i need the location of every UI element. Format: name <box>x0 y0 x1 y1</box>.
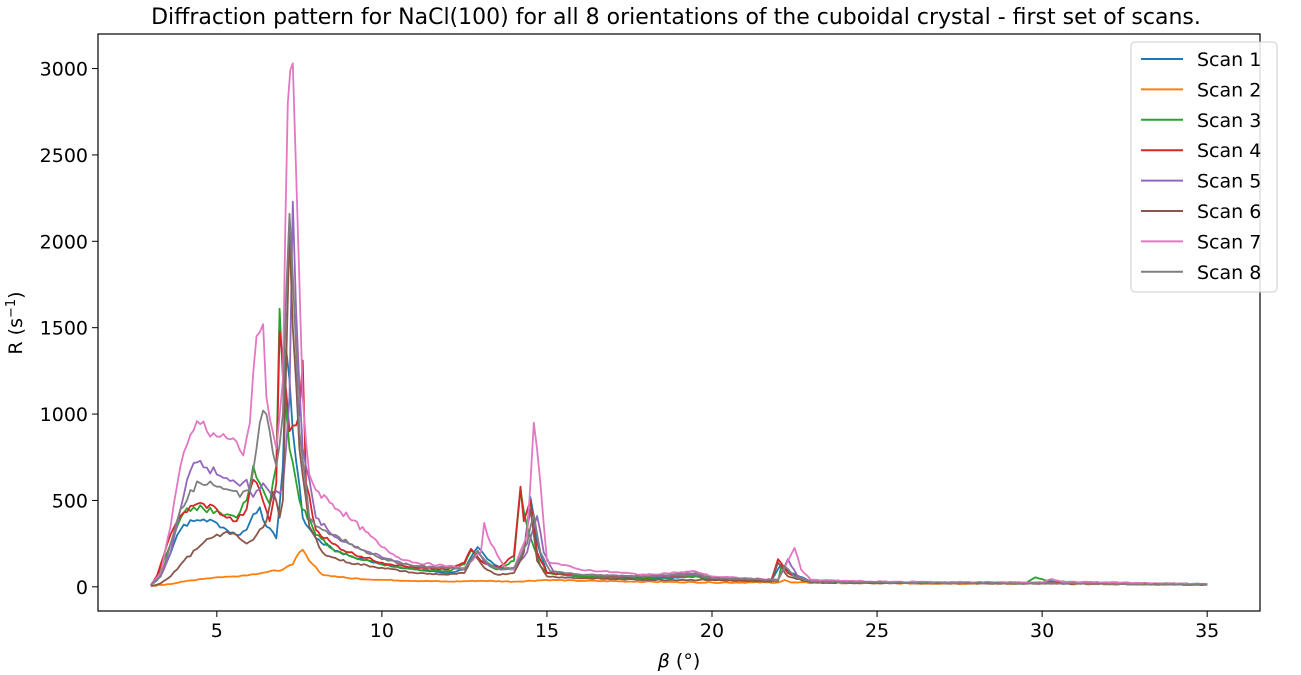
x-tick-label: 15 <box>535 620 559 642</box>
y-tick-label: 0 <box>76 577 88 599</box>
y-tick-label: 3000 <box>40 59 88 81</box>
y-tick-label: 500 <box>52 490 88 512</box>
y-axis: 0 500 1000 1500 2000 2500 3000 <box>40 59 98 599</box>
y-tick-label: 1000 <box>40 404 88 426</box>
legend-label: Scan 3 <box>1197 110 1261 132</box>
series-layer <box>150 62 1208 587</box>
y-tick-label: 1500 <box>40 318 88 340</box>
series-line-scan-7 <box>150 62 1208 586</box>
x-tick-label: 10 <box>370 620 394 642</box>
y-axis-label-sup: −1 <box>4 299 19 318</box>
legend-label: Scan 6 <box>1197 201 1261 223</box>
legend-label: Scan 5 <box>1197 171 1261 193</box>
plot-frame <box>97 33 1261 612</box>
legend-label: Scan 7 <box>1197 231 1261 253</box>
chart-title: Diffraction pattern for NaCl(100) for al… <box>151 5 1201 30</box>
x-tick-label: 30 <box>1030 620 1054 642</box>
legend-label: Scan 8 <box>1197 262 1261 284</box>
legend: Scan 1 Scan 2 Scan 3 Scan 4 Scan 5 Scan 6 Scan… <box>1130 41 1278 293</box>
y-axis-label-close: ) <box>5 291 27 298</box>
y-axis-label: R (s−1) <box>4 291 27 354</box>
legend-label: Scan 4 <box>1197 140 1261 162</box>
legend-box <box>1130 41 1278 293</box>
x-tick-label: 35 <box>1195 620 1219 642</box>
x-axis: 5 10 15 20 25 30 35 <box>211 611 1219 642</box>
y-tick-label: 2500 <box>40 145 88 167</box>
y-tick-label: 2000 <box>40 231 88 253</box>
series-line-scan-3 <box>150 307 1208 586</box>
x-axis-label-symbol: β <box>657 650 670 672</box>
series-line-scan-8 <box>150 212 1208 586</box>
series-line-scan-6 <box>150 231 1208 587</box>
y-axis-label-base: R (s <box>5 318 27 355</box>
x-axis-label: β (°) <box>657 650 701 672</box>
series-line-scan-4 <box>150 330 1208 586</box>
legend-label: Scan 1 <box>1197 49 1261 71</box>
legend-label: Scan 2 <box>1197 79 1261 101</box>
x-axis-label-unit: (°) <box>676 650 700 672</box>
x-tick-label: 25 <box>865 620 889 642</box>
x-tick-label: 5 <box>211 620 223 642</box>
x-tick-label: 20 <box>700 620 724 642</box>
